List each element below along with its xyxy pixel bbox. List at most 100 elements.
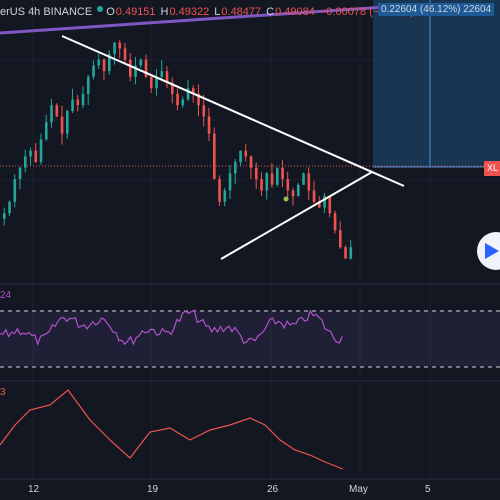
measure-label: 0.22604 (46.12%) 22604 xyxy=(378,3,495,16)
candle-body xyxy=(333,213,337,231)
exchange: BINANCE xyxy=(43,6,93,18)
candle-body xyxy=(102,59,106,72)
candle-body xyxy=(24,156,27,168)
x-axis-label-12: 12 xyxy=(28,484,40,495)
candle-body xyxy=(171,82,174,94)
oscillator-line xyxy=(0,389,344,470)
candle-body xyxy=(228,173,232,191)
candle-body xyxy=(108,54,111,72)
measure-box[interactable] xyxy=(373,0,500,167)
chart-header: erUS 4h BINANCE O 0.49151 H 0.49322 L 0.484… xyxy=(0,6,417,18)
close-value: 0.49084 xyxy=(275,6,315,18)
x-axis-label-26: 26 xyxy=(267,484,279,495)
candle-body xyxy=(34,150,38,163)
candle-body xyxy=(323,196,326,208)
candle-body xyxy=(302,173,305,185)
play-icon xyxy=(485,243,499,259)
x-axis-label-19: 19 xyxy=(147,484,159,495)
status-dot-icon xyxy=(97,6,104,12)
candle-body xyxy=(281,167,284,180)
candle-body xyxy=(92,65,95,77)
candle-body xyxy=(50,105,53,123)
triangle-upper-line[interactable] xyxy=(61,35,405,187)
open-value: 0.49151 xyxy=(115,6,156,18)
candle-body xyxy=(312,190,316,202)
candle-body xyxy=(113,42,116,55)
candle-body xyxy=(181,99,185,106)
candle-body xyxy=(234,162,237,174)
candle-body xyxy=(244,150,248,157)
candle-body xyxy=(328,196,332,214)
candle-body xyxy=(192,88,195,94)
oscillator-label: 3 xyxy=(0,387,6,398)
candle-body xyxy=(165,71,169,83)
candle-body xyxy=(55,105,59,117)
candle-body xyxy=(160,71,164,77)
candle-body xyxy=(87,76,90,94)
candle-body xyxy=(144,59,148,77)
play-button[interactable] xyxy=(477,232,500,270)
candle-body xyxy=(255,167,258,180)
candle-body xyxy=(265,173,269,191)
open-label: O xyxy=(106,6,115,18)
candle-body xyxy=(202,105,206,117)
low-label: L xyxy=(214,6,221,18)
candle-body xyxy=(18,167,22,180)
signal-dot xyxy=(283,196,289,202)
candle-body xyxy=(71,99,74,111)
candle-body xyxy=(270,173,274,185)
candle-body xyxy=(45,122,48,140)
candle-body xyxy=(123,48,127,60)
candle-body xyxy=(139,59,143,66)
candle-body xyxy=(81,93,85,106)
close-label: C xyxy=(266,6,275,18)
candle-body xyxy=(223,190,227,202)
candle-body xyxy=(276,167,279,185)
candle-body xyxy=(349,247,353,259)
purple-trendline[interactable] xyxy=(0,4,401,35)
candle-body xyxy=(286,179,290,191)
rsi-line xyxy=(0,309,343,346)
candle-body xyxy=(60,116,64,134)
candle-body xyxy=(239,150,242,163)
candle-body xyxy=(207,116,211,134)
low-value: 0.48477 xyxy=(221,6,262,18)
triangle-lower-line[interactable] xyxy=(220,171,373,260)
candle-body xyxy=(344,247,347,259)
candle-body xyxy=(197,93,200,106)
candle-body xyxy=(8,201,11,214)
candle-body xyxy=(176,93,179,106)
candle-body xyxy=(297,184,300,197)
x-axis-label-may: May xyxy=(349,484,368,495)
candle-body xyxy=(76,99,80,106)
candle-body xyxy=(291,190,295,197)
candle-body xyxy=(249,156,253,168)
symbol-name[interactable]: erUS xyxy=(0,6,26,18)
x-axis-label-5: 5 xyxy=(425,484,431,495)
candle-body xyxy=(3,213,6,219)
candle-body xyxy=(213,133,216,180)
candle-body xyxy=(134,65,137,77)
candle-body xyxy=(318,201,321,208)
candles xyxy=(3,40,353,260)
candle-body xyxy=(339,230,342,248)
candle-body xyxy=(186,88,190,100)
candle-body xyxy=(307,173,311,191)
candle-body xyxy=(129,59,132,77)
price-tag: XL xyxy=(484,161,500,176)
candle-body xyxy=(150,76,153,89)
candle-body xyxy=(39,139,43,163)
candle-body xyxy=(66,110,69,134)
candle-body xyxy=(29,150,32,157)
candle-body xyxy=(13,179,17,202)
candle-body xyxy=(97,59,101,66)
candle-body xyxy=(118,42,122,49)
high-value: 0.49322 xyxy=(169,6,210,18)
candle-body xyxy=(155,76,158,89)
candle-body xyxy=(218,179,221,202)
rsi-label: 24 xyxy=(0,290,12,301)
candle-body xyxy=(260,179,263,191)
high-label: H xyxy=(160,6,169,18)
interval[interactable]: 4h xyxy=(28,6,41,18)
